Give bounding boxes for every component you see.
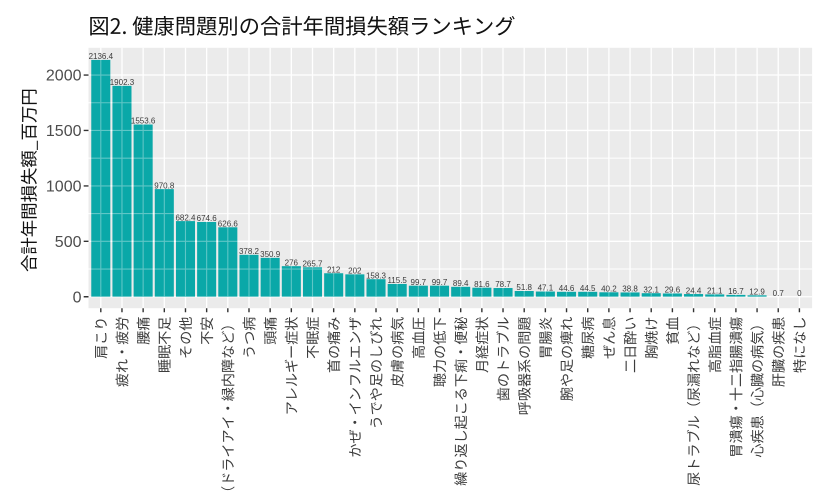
svg-text:47.1: 47.1 — [538, 284, 554, 293]
svg-text:378.2: 378.2 — [239, 247, 260, 256]
svg-text:970.8: 970.8 — [154, 181, 175, 190]
svg-text:265.7: 265.7 — [302, 259, 323, 268]
svg-text:1500: 1500 — [46, 123, 82, 140]
svg-text:2000: 2000 — [46, 68, 82, 85]
svg-text:38.8: 38.8 — [622, 285, 638, 294]
svg-text:29.6: 29.6 — [665, 286, 681, 295]
svg-text:81.6: 81.6 — [474, 280, 490, 289]
svg-text:212: 212 — [327, 265, 341, 274]
svg-text:1553.6: 1553.6 — [131, 117, 156, 126]
svg-text:350.9: 350.9 — [260, 250, 281, 259]
svg-text:40.2: 40.2 — [601, 284, 617, 293]
svg-text:276: 276 — [285, 258, 299, 267]
svg-text:99.7: 99.7 — [432, 278, 448, 287]
svg-text:1902.3: 1902.3 — [110, 78, 135, 87]
svg-text:682.4: 682.4 — [175, 213, 196, 222]
svg-text:626.6: 626.6 — [218, 219, 239, 228]
svg-text:51.8: 51.8 — [516, 283, 532, 292]
svg-text:2136.4: 2136.4 — [89, 52, 114, 61]
svg-text:115.5: 115.5 — [387, 276, 407, 285]
svg-text:16.7: 16.7 — [728, 287, 744, 296]
svg-text:202: 202 — [348, 267, 362, 276]
svg-text:1000: 1000 — [46, 178, 82, 195]
svg-text:89.4: 89.4 — [453, 279, 469, 288]
svg-text:12.9: 12.9 — [749, 288, 765, 297]
svg-text:674.6: 674.6 — [197, 214, 218, 223]
svg-text:32.1: 32.1 — [643, 285, 659, 294]
svg-text:78.7: 78.7 — [495, 280, 511, 289]
svg-text:24.4: 24.4 — [686, 286, 702, 295]
svg-text:21.1: 21.1 — [707, 287, 723, 296]
svg-text:500: 500 — [55, 234, 82, 251]
svg-text:44.6: 44.6 — [559, 284, 575, 293]
svg-text:158.3: 158.3 — [366, 271, 387, 280]
svg-text:0: 0 — [73, 289, 82, 306]
svg-text:99.7: 99.7 — [411, 278, 427, 287]
svg-text:44.5: 44.5 — [580, 284, 596, 293]
svg-text:0: 0 — [797, 289, 802, 298]
svg-text:0.7: 0.7 — [773, 289, 785, 298]
